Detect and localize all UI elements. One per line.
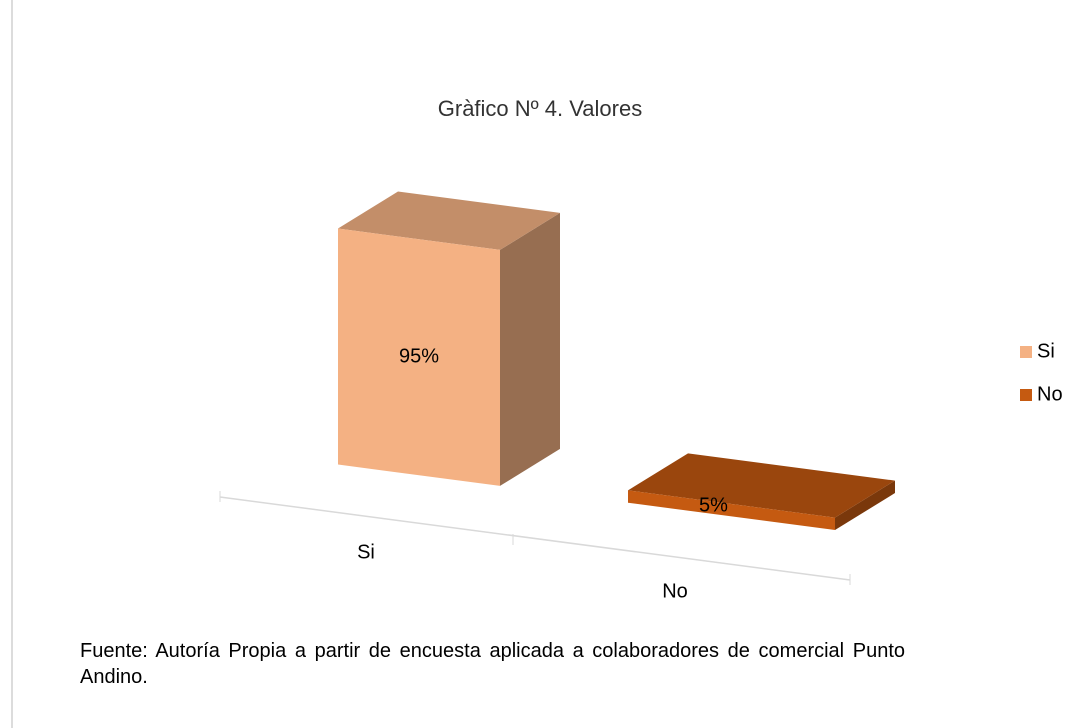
source-note: Fuente: Autoría Propia a partir de encue…: [80, 640, 905, 688]
bar-side: [835, 480, 895, 531]
floor-line: [219, 496, 851, 581]
legend-swatch: [1020, 389, 1032, 401]
legend-label: Si: [1037, 340, 1055, 362]
data-label: 5%: [699, 495, 728, 517]
x-tick-label: Si: [357, 541, 375, 563]
bar-front: [628, 490, 835, 531]
bar-top: [338, 191, 560, 250]
bar-side: [500, 212, 560, 486]
legend-swatch: [1020, 346, 1032, 358]
data-label: 95%: [399, 345, 439, 367]
x-tick-label: No: [662, 580, 688, 602]
chart-title: Gràfico Nº 4. Valores: [438, 96, 642, 121]
bar-top: [628, 453, 895, 518]
legend-label: No: [1037, 383, 1063, 405]
bar-front: [338, 228, 500, 486]
